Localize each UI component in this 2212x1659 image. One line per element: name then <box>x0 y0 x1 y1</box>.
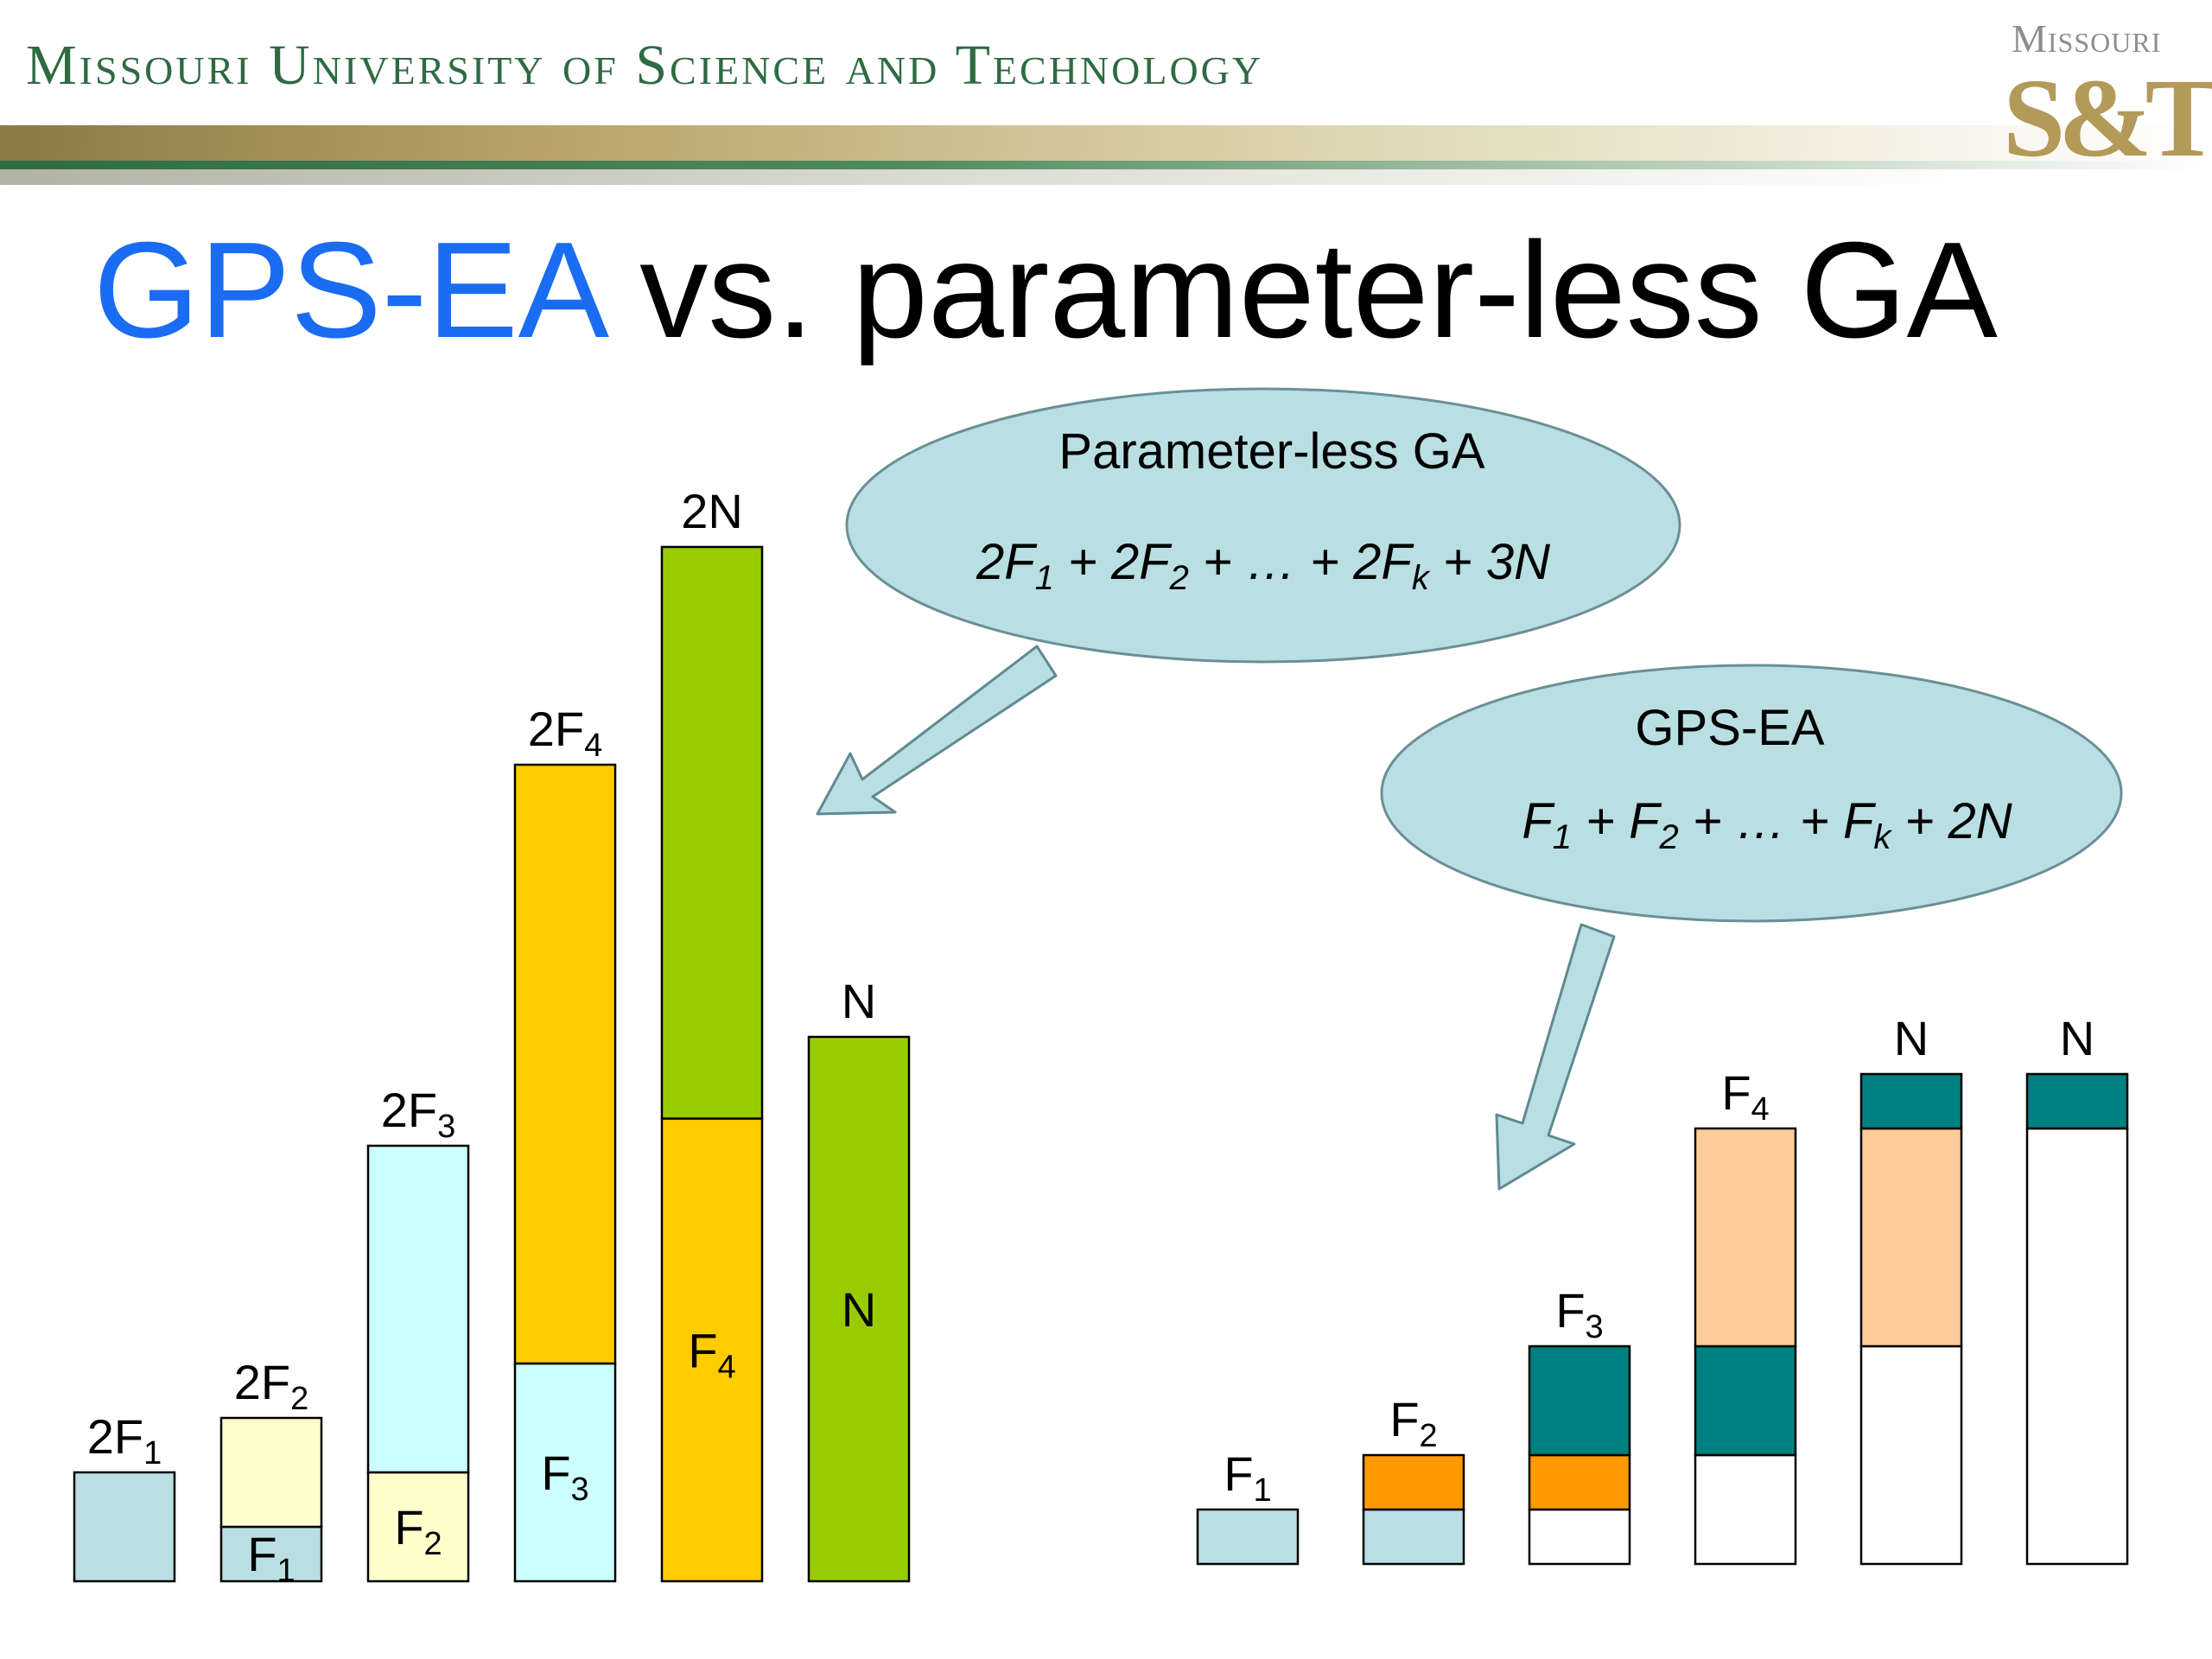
gps-ea-formula: F1 + F2 + … + Fk + 2N <box>1522 793 2012 856</box>
parameterless-ga-bubble <box>845 387 1681 664</box>
gps-bar-2-top-label: F2 <box>1389 1392 1437 1454</box>
gps-ea-bubble <box>1380 664 2123 923</box>
pl-bar-5-segment-2 <box>660 545 764 1120</box>
gps-bar-6-segment-1 <box>2025 1127 2129 1566</box>
gps-bar-3-segment-1 <box>1528 1508 1631 1566</box>
gps-bar-1-top-label: F1 <box>1224 1446 1271 1509</box>
pl-bar-2-top-label: 2F2 <box>234 1355 309 1417</box>
pl-bar-4-segment-2 <box>513 763 617 1365</box>
pl-bar-3-top-label: 2F3 <box>381 1083 456 1145</box>
pl-bar-1-top-label: 2F1 <box>87 1409 162 1471</box>
gps-bar-2-segment-1 <box>1362 1508 1465 1566</box>
gps-bar-4-top-label: F4 <box>1721 1065 1769 1128</box>
gps-bar-1-segment-1 <box>1196 1508 1300 1566</box>
title-accent: GPS-EA <box>93 214 602 366</box>
pl-bar-5-segment-1 <box>660 1117 764 1583</box>
pl-bar-5-top-label: 2N <box>681 484 743 538</box>
pl-bar-2-segment-1 <box>219 1525 323 1583</box>
institution-name: Missouri University of Science and Techn… <box>26 34 1264 97</box>
parameterless-ga-bars: 2F1 F1 2F2 F2 2F3 F3 2F4 F4 2N N N <box>73 484 911 1589</box>
gps-bar-4-segment-2 <box>1694 1344 1797 1457</box>
gps-bar-6-top-label: N <box>2060 1011 2094 1065</box>
arrow-to-right-bars <box>1495 923 1616 1191</box>
pl-bar-4-segment-label: F3 <box>541 1446 588 1508</box>
logo-wordmark: Missouri <box>2012 16 2162 60</box>
gps-bar-5-segment-1 <box>1859 1344 1963 1566</box>
pl-bar-3-segment-label: F2 <box>394 1500 442 1562</box>
header-rule <box>0 161 2212 169</box>
pl-bar-6-segment-label: N <box>842 1282 876 1337</box>
parameterless-ga-formula: 2F1 + 2F2 + … + 2Fk + 3N <box>976 534 1550 597</box>
parameterless-ga-bubble-title: Parameter-less GA <box>1058 423 1484 480</box>
gps-bar-3-segment-3 <box>1528 1344 1631 1457</box>
gps-ea-bubble-title: GPS-EA <box>1635 700 1824 756</box>
pl-bar-2-segment-label: F1 <box>247 1527 295 1589</box>
pl-bar-1-segment-1 <box>73 1471 176 1583</box>
gps-bar-6-segment-2 <box>2025 1072 2129 1130</box>
gps-bar-5-top-label: N <box>1894 1011 1929 1065</box>
arrow-to-left-bars <box>816 645 1058 816</box>
gps-bar-5-segment-3 <box>1859 1072 1963 1130</box>
title-rest: vs. parameter-less GA <box>601 214 1998 366</box>
logo-monogram: S&T <box>2003 56 2212 181</box>
gps-ea-bars: F1 F2 F3 F4 N N <box>1196 1011 2129 1566</box>
header-rule-shadow <box>0 169 2212 185</box>
pl-bar-5-segment-label: F4 <box>688 1323 735 1385</box>
gps-bar-3-segment-2 <box>1528 1453 1631 1511</box>
pl-bar-3-segment-2 <box>366 1144 470 1474</box>
pl-bar-4-top-label: 2F4 <box>528 702 603 764</box>
pl-bar-4-segment-1 <box>513 1362 617 1583</box>
gps-bar-5-segment-2 <box>1859 1127 1963 1348</box>
pl-bar-2-segment-2 <box>219 1416 323 1529</box>
pl-bar-6-top-label: N <box>842 974 876 1028</box>
pl-bar-6-segment-1 <box>807 1035 911 1583</box>
gps-bar-4-segment-3 <box>1694 1127 1797 1348</box>
gps-bar-3-top-label: F3 <box>1555 1283 1603 1345</box>
gps-bar-2-segment-2 <box>1362 1453 1465 1511</box>
gps-bar-4-segment-1 <box>1694 1453 1797 1566</box>
slide-title: GPS-EA vs. parameter-less GA <box>93 214 1998 366</box>
